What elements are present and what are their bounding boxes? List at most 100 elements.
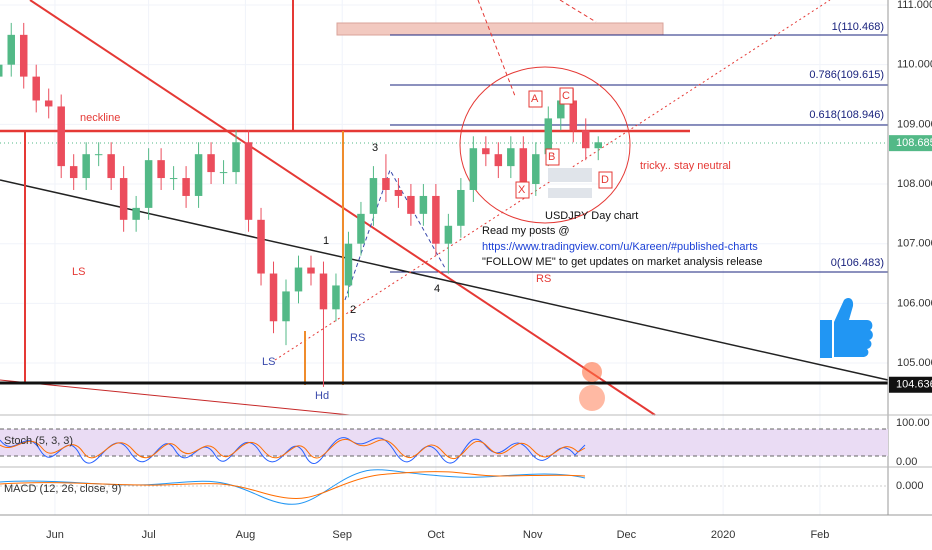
- annotation: RS: [536, 273, 551, 285]
- annotation: USDJPY Day chart: [545, 210, 638, 222]
- candle-body: [357, 213, 365, 244]
- trend-line: [0, 379, 351, 416]
- annotation: LS: [72, 266, 85, 278]
- candle-body: [194, 154, 203, 196]
- annotation: C: [562, 90, 570, 102]
- fib-label: 0.618(108.946): [809, 109, 884, 121]
- candle-body: [157, 160, 165, 179]
- focus-ellipse: [459, 66, 631, 224]
- candle-body: [257, 219, 265, 274]
- candle-body: [544, 118, 553, 155]
- candle-body: [219, 172, 228, 174]
- fib-label: 1(110.468): [832, 21, 884, 33]
- candle-body: [532, 154, 540, 185]
- label-box: [515, 181, 530, 199]
- candle-body: [182, 178, 190, 196]
- candle-body: [294, 267, 303, 292]
- label-box: [545, 148, 560, 166]
- arrow: [559, 0, 597, 23]
- price-tag: [889, 376, 932, 393]
- y-tick-label: 111.000: [897, 0, 932, 11]
- y-tick-label: 107.000: [897, 238, 932, 250]
- annotation: B: [548, 151, 555, 163]
- drawings: [0, 0, 889, 416]
- zone-box: [548, 168, 592, 182]
- x-tick-label: 2020: [711, 529, 735, 541]
- annotation: neckline: [80, 112, 120, 124]
- annotation: 1: [323, 235, 329, 247]
- x-tick-label: Jun: [46, 529, 64, 541]
- price-tag-label: 104.636: [896, 379, 932, 391]
- stoch-tick: 0.00: [896, 456, 917, 468]
- candle-body: [419, 195, 428, 214]
- candle-body: [432, 195, 440, 244]
- candle-body: [0, 64, 3, 77]
- candle-body: [94, 154, 103, 156]
- signal-line: [0, 471, 586, 500]
- stoch-label: Stoch (5, 3, 3): [4, 435, 73, 447]
- x-tick-label: Aug: [236, 529, 256, 541]
- annotations: 1(110.468) 0.786(109.615) 0.618(108.946) 0(…: [72, 21, 884, 402]
- x-tick-label: Dec: [617, 529, 637, 541]
- candle-body: [444, 225, 453, 244]
- candles: [0, 22, 602, 387]
- candle-body: [332, 285, 340, 310]
- x-tick-label: Feb: [810, 529, 829, 541]
- candle-body: [369, 178, 378, 214]
- x-tick-label: Sep: [332, 529, 352, 541]
- candle-body: [319, 273, 328, 310]
- candle-body: [19, 34, 28, 77]
- y-tick-label: 108.000: [897, 178, 932, 190]
- candle-body: [494, 154, 503, 167]
- price-axis: [888, 0, 932, 515]
- annotation: RS: [350, 332, 365, 344]
- x-tick-label: Jul: [142, 529, 156, 541]
- annotation: LS: [262, 356, 275, 368]
- stoch-band: [0, 429, 888, 456]
- arrow: [477, 0, 516, 97]
- candle-body: [244, 142, 253, 220]
- candle-body: [69, 166, 78, 179]
- candle-body: [32, 76, 40, 101]
- candle-body: [457, 189, 465, 226]
- x-tick-label: Nov: [523, 529, 543, 541]
- annotation: X: [518, 184, 526, 196]
- fib-label: 0(106.483): [831, 257, 884, 269]
- candle-body: [169, 178, 178, 180]
- candle-body: [507, 148, 515, 167]
- annotation: "FOLLOW ME" to get updates on market ana…: [482, 256, 763, 268]
- stoch-d: [0, 438, 586, 460]
- candle-body: [232, 142, 240, 173]
- candle-body: [207, 154, 215, 173]
- stoch-tick: 100.00: [896, 417, 930, 429]
- fib-label: 0.786(109.615): [809, 69, 884, 81]
- wave-line: [344, 168, 446, 301]
- candle-body: [57, 106, 65, 167]
- price-tag: [889, 135, 932, 152]
- candle-body: [132, 207, 140, 220]
- price-tag-label: 108.685: [896, 137, 932, 149]
- icon: [579, 385, 605, 411]
- y-tick-label: 109.000: [897, 118, 932, 130]
- annotation: Hd: [315, 390, 329, 402]
- label-box: [598, 171, 613, 189]
- candle-body: [469, 148, 478, 190]
- macd-tick: 0.000: [896, 480, 924, 492]
- y-tick-label: 110.000: [897, 59, 932, 71]
- label-box: [559, 87, 574, 105]
- candle-body: [594, 142, 602, 149]
- annotation: tricky.. stay neutral: [640, 160, 731, 172]
- x-tick-label: Oct: [427, 529, 444, 541]
- zone-box: [548, 188, 592, 198]
- candle-body: [307, 267, 315, 274]
- annotation: D: [601, 174, 609, 186]
- candle-body: [119, 178, 128, 220]
- candle-body: [394, 189, 403, 196]
- candle-body: [582, 130, 590, 149]
- candle-body: [269, 273, 278, 322]
- y-tick-label: 106.000: [897, 297, 932, 309]
- annotation: 3: [372, 142, 378, 154]
- candle-body: [407, 195, 415, 214]
